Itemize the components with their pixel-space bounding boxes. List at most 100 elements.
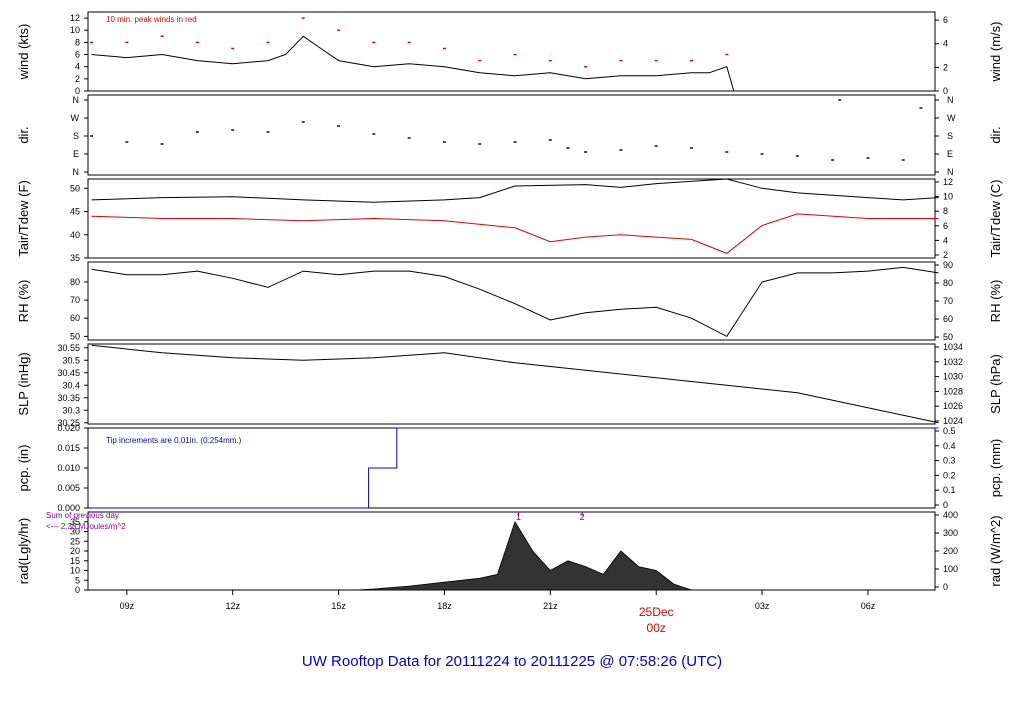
tick-label-right-rh: 90 — [943, 260, 953, 270]
dir-point — [901, 159, 905, 161]
tick-label-left-pcp: 0.020 — [57, 423, 80, 433]
pcp-annotation: Tip increments are 0.01in. (0.254mm.) — [106, 436, 242, 445]
ylabel-right-rh: RH (%) — [988, 280, 1003, 323]
tick-label-left-slp: 30.25 — [57, 418, 80, 428]
wind-point — [195, 41, 199, 44]
page-title: UW Rooftop Data for 20111224 to 20111225… — [302, 653, 722, 670]
slp-series-1-line — [91, 344, 939, 424]
tick-label-right-rh: 60 — [943, 314, 953, 324]
wind-point — [231, 47, 235, 50]
tick-label-left-dir: S — [73, 131, 79, 141]
dir-point — [654, 145, 658, 147]
dir-point — [548, 139, 552, 141]
rad-area — [356, 520, 692, 591]
panel-rh: RH (%) RH (%) 50 60 70 80 50 60 70 80 90 — [16, 260, 1003, 342]
wind-point — [619, 59, 623, 62]
tick-label-left-slp: 30.55 — [57, 343, 80, 353]
tick-label-right-rad: 300 — [943, 528, 958, 538]
dir-point — [619, 149, 623, 151]
time-tick-label: 00z — [647, 621, 666, 635]
dir-point — [337, 125, 341, 127]
tick-label-right-rh: 80 — [943, 278, 953, 288]
ylabel-right-slp: SLP (hPa) — [988, 354, 1003, 414]
tick-label-left-rad: 35 — [70, 517, 80, 527]
tick-label-right-rad: 400 — [943, 510, 958, 520]
tick-label-right-rad: 100 — [943, 564, 958, 574]
dir-point — [160, 143, 164, 145]
tick-label-right-pcp: 0 — [943, 500, 948, 510]
tick-label-right-pcp: 0.4 — [943, 441, 956, 451]
tick-label-left-slp: 30.35 — [57, 393, 80, 403]
rad-marker-label: 2 — [580, 512, 585, 522]
tick-label-left-rad: 0 — [75, 585, 80, 595]
dir-point — [831, 159, 835, 161]
tick-label-left-slp: 30.45 — [57, 368, 80, 378]
tick-label-left-slp: 30.3 — [62, 405, 80, 415]
tick-label-left-rad: 15 — [70, 556, 80, 566]
dir-point — [725, 151, 729, 153]
tick-label-left-wind: 8 — [75, 37, 80, 47]
time-tick-label: 03z — [755, 601, 770, 611]
dir-point — [566, 147, 570, 149]
tick-label-left-pcp: 0.015 — [57, 443, 80, 453]
wind-point — [266, 41, 270, 44]
tick-label-left-temperature: 50 — [70, 183, 80, 193]
wind-point — [584, 65, 588, 68]
panel-wind: wind (kts) wind (m/s) 0 2 4 6 8 10 12 0 2 4 6 10 min.… — [16, 11, 1003, 96]
pcp-series-1-line — [91, 427, 939, 509]
tick-label-left-wind: 10 — [70, 25, 80, 35]
panel-pcp: pcp. (in) pcp. (mm) 0.000 0.005 0.010 0.015 0.… — [16, 423, 1003, 513]
dir-point — [760, 153, 764, 155]
dir-point — [478, 143, 482, 145]
time-tick-label: 21z — [543, 601, 558, 611]
tick-label-right-slp: 1028 — [943, 386, 963, 396]
tick-label-right-temperature: 4 — [943, 235, 948, 245]
tick-label-right-temperature: 12 — [943, 177, 953, 187]
dir-point — [442, 141, 446, 143]
tick-label-left-rh: 80 — [70, 277, 80, 287]
tick-label-right-dir: S — [947, 131, 953, 141]
ylabel-left-pcp: pcp. (in) — [16, 445, 31, 492]
wind-point — [125, 41, 129, 44]
tick-label-right-temperature: 10 — [943, 192, 953, 202]
tick-label-left-rh: 60 — [70, 313, 80, 323]
tick-label-left-wind: 4 — [75, 62, 80, 72]
tick-label-left-dir: E — [73, 149, 79, 159]
dir-point — [90, 135, 94, 137]
tick-label-right-slp: 1026 — [943, 401, 963, 411]
tick-label-left-temperature: 40 — [70, 230, 80, 240]
wind-series-1-line — [91, 35, 939, 92]
ylabel-right-pcp: pcp. (mm) — [988, 439, 1003, 498]
tick-label-left-pcp: 0.000 — [57, 503, 80, 513]
tick-label-right-pcp: 0.3 — [943, 456, 956, 466]
wind-point — [654, 59, 658, 62]
tick-label-right-temperature: 8 — [943, 206, 948, 216]
tick-label-right-pcp: 0.2 — [943, 470, 956, 480]
temperature-series-1-line — [91, 178, 939, 203]
tick-label-left-dir: N — [73, 167, 80, 177]
tick-label-right-dir: N — [947, 95, 954, 105]
rh-series-1-line — [91, 266, 939, 338]
dir-point — [689, 147, 693, 149]
dir-point — [125, 141, 129, 143]
panel-dir: dir. dir.N NE ES SW WN N — [16, 94, 1003, 177]
tick-label-right-slp: 1024 — [943, 416, 963, 426]
wind-point — [337, 29, 341, 31]
ylabel-left-dir: dir. — [16, 126, 31, 143]
wind-point — [478, 59, 482, 62]
rad-note: Sum of previous day — [46, 511, 119, 520]
dir-point — [866, 157, 870, 159]
tick-label-right-rh: 50 — [943, 332, 953, 342]
tick-label-right-dir: W — [947, 113, 956, 123]
tick-label-right-slp: 1030 — [943, 372, 963, 382]
tick-label-right-dir: N — [947, 167, 954, 177]
tick-label-left-wind: 12 — [70, 13, 80, 23]
wind-point — [442, 47, 446, 50]
wind-annotation: 10 min. peak winds in red — [106, 15, 197, 24]
tick-label-right-wind: 2 — [943, 62, 948, 72]
tick-label-right-wind: 0 — [943, 86, 948, 96]
ylabel-left-temperature: Tair/Tdew (F) — [16, 180, 31, 257]
rad-note: <--- 2.38 MJoules/m^2 — [46, 522, 126, 531]
tick-label-right-wind: 4 — [943, 39, 948, 49]
